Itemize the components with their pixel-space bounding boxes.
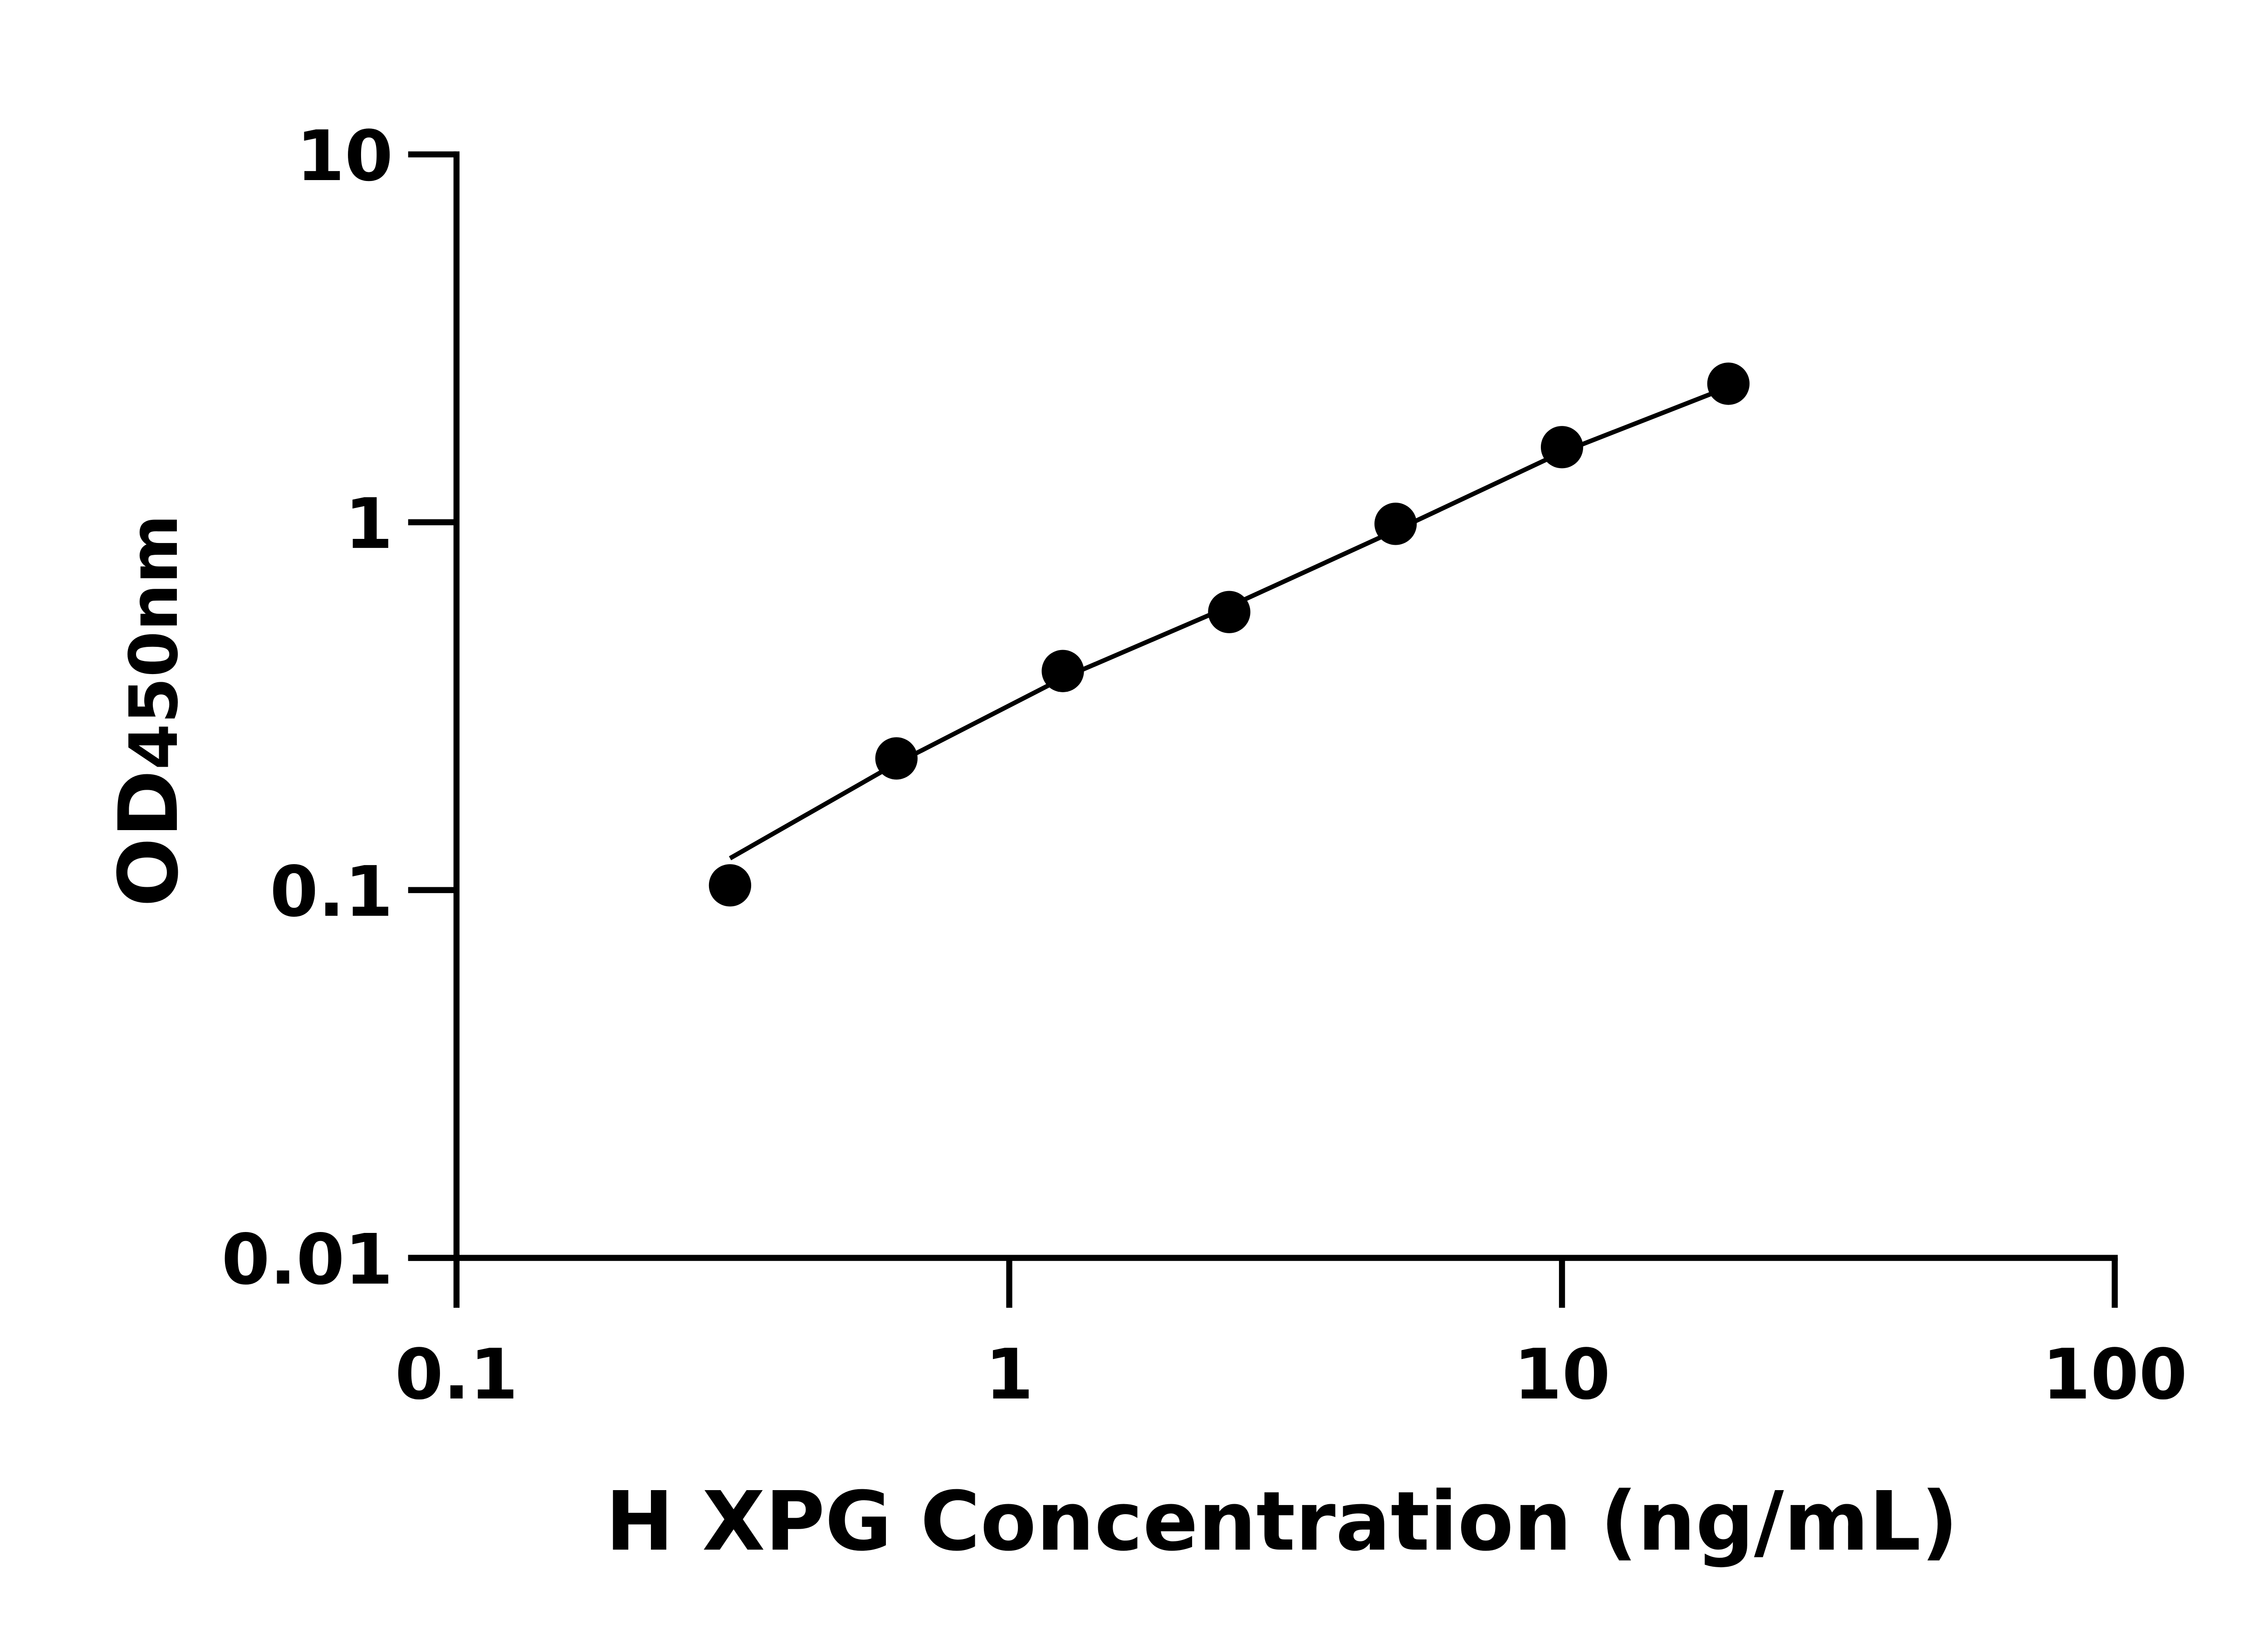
- data-point: [875, 737, 918, 780]
- data-point: [1208, 591, 1251, 633]
- x-tick-label: 10: [1514, 1335, 1610, 1415]
- x-tick-label: 100: [2042, 1335, 2187, 1415]
- data-point: [1540, 426, 1584, 469]
- axes: [408, 151, 2118, 1261]
- data-point: [1374, 503, 1417, 545]
- data-point: [709, 864, 752, 907]
- y-axis-label: OD450nm: [102, 514, 196, 907]
- y-axis-label-sub: 450nm: [115, 514, 193, 770]
- data-point: [1041, 650, 1084, 692]
- x-tick-label: 0.1: [395, 1335, 518, 1415]
- y-tick-label: 1: [345, 484, 393, 565]
- x-tick-label: 1: [985, 1335, 1034, 1415]
- data-points: [709, 362, 1750, 907]
- y-tick-label: 0.1: [270, 852, 393, 933]
- y-tick-label: 0.01: [221, 1220, 393, 1301]
- data-point: [1707, 362, 1750, 405]
- y-tick-label: 10: [296, 116, 393, 197]
- y-axis-label-main: OD: [102, 770, 196, 907]
- x-axis-label: H XPG Concentration (ng/mL): [606, 1474, 1958, 1569]
